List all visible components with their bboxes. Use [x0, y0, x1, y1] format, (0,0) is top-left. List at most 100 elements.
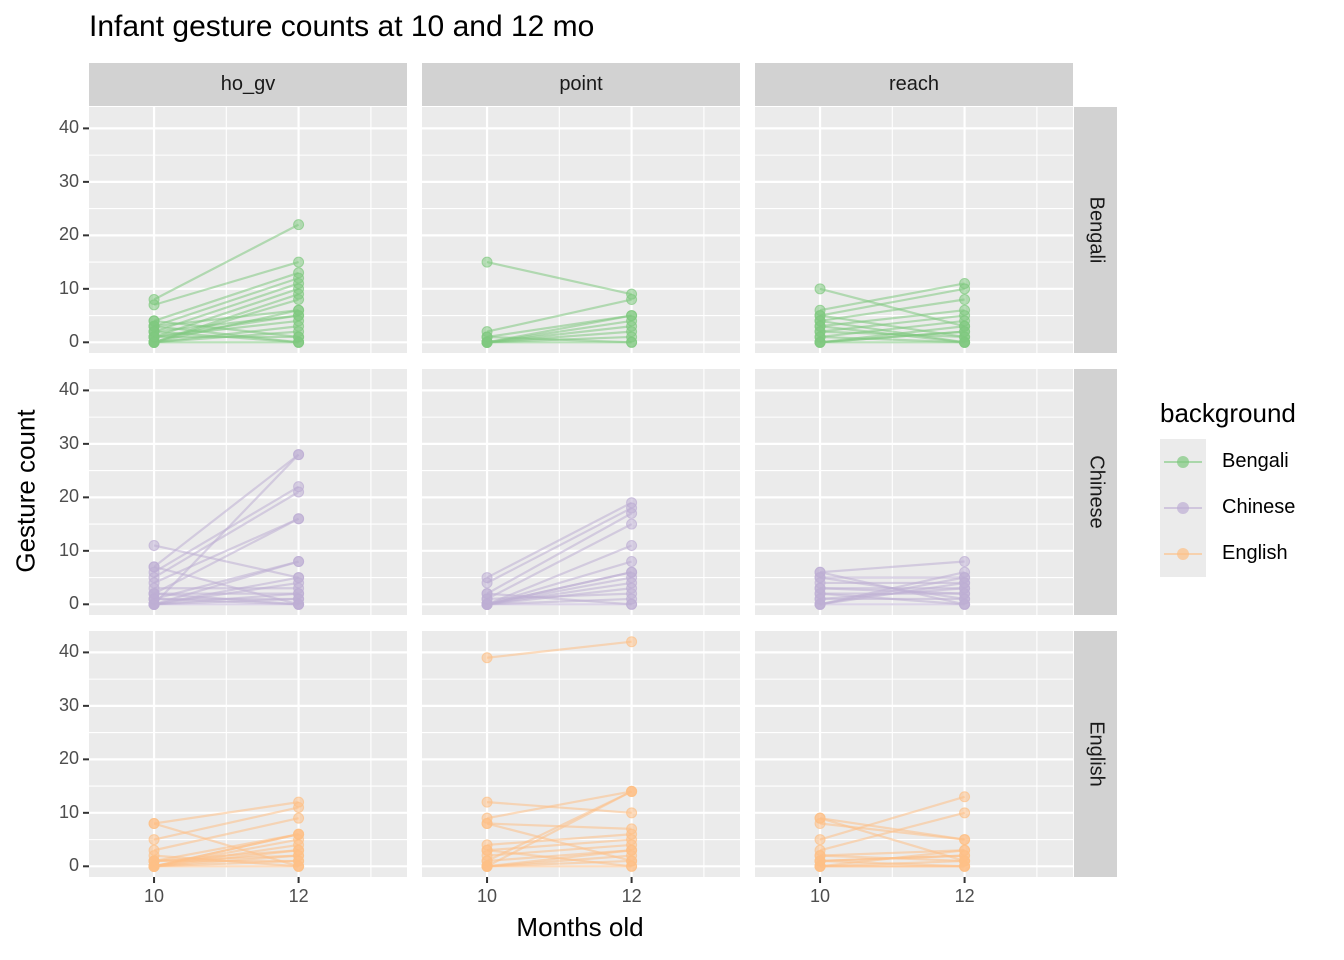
- data-point: [148, 561, 160, 573]
- data-point: [626, 844, 638, 856]
- series-line: [486, 298, 632, 333]
- y-tick-label: 40: [58, 117, 79, 138]
- series-line: [153, 565, 299, 606]
- data-point: [148, 818, 160, 830]
- series-line: [819, 319, 965, 339]
- y-axis-title: Gesture count: [10, 409, 41, 573]
- y-tick-label: 0: [68, 331, 79, 352]
- data-point: [293, 336, 305, 348]
- x-tick-label: 10: [477, 886, 498, 906]
- series-line: [153, 544, 299, 579]
- data-point: [959, 294, 971, 306]
- y-tick-label: 20: [58, 486, 79, 507]
- data-point: [293, 828, 305, 840]
- data-point: [293, 256, 305, 268]
- series-line: [153, 314, 299, 339]
- series-line: [153, 453, 300, 606]
- x-axis-title: Months old: [516, 912, 644, 942]
- panel-background: [755, 631, 1073, 877]
- facet-strip-label: English: [1085, 721, 1107, 787]
- y-tick-label: 30: [58, 170, 79, 191]
- panel-background: [422, 369, 740, 615]
- y-tick-label: 40: [58, 379, 79, 400]
- data-point: [959, 834, 971, 846]
- series-line: [820, 854, 965, 863]
- data-point: [814, 598, 826, 610]
- legend-items: Bengali Chinese English: [1160, 439, 1296, 577]
- data-point: [293, 556, 305, 568]
- data-point: [293, 860, 305, 872]
- data-point: [814, 572, 826, 584]
- facet-strip-reach: reach: [755, 63, 1073, 106]
- series-line: [486, 261, 632, 296]
- data-point: [959, 807, 971, 819]
- x-tick-label: 12: [954, 886, 975, 906]
- data-point: [148, 539, 160, 551]
- series-line: [153, 271, 299, 322]
- legend-point: [1177, 548, 1189, 560]
- data-point: [814, 812, 826, 824]
- series-line: [819, 330, 965, 344]
- data-point: [481, 598, 493, 610]
- series-line: [486, 507, 633, 584]
- data-point: [959, 556, 971, 568]
- data-point: [626, 518, 638, 530]
- panel-background: [755, 369, 1073, 615]
- data-point: [626, 294, 638, 306]
- data-point: [626, 860, 638, 872]
- data-point: [293, 294, 305, 306]
- series-line: [819, 282, 965, 312]
- facet-strip-ho_gv: ho_gv: [89, 63, 407, 106]
- y-tick-label: 0: [68, 593, 79, 614]
- series-line: [153, 560, 299, 606]
- y-tick-label: 10: [58, 801, 79, 822]
- series-line: [819, 287, 965, 317]
- series-line: [153, 453, 300, 568]
- data-point: [626, 539, 638, 551]
- data-point: [293, 449, 305, 461]
- data-point: [959, 577, 971, 589]
- x-tick-label: 10: [810, 886, 831, 906]
- chart-title: Infant gesture counts at 10 and 12 mo: [89, 10, 595, 43]
- facet-strip-Bengali: Bengali: [1074, 107, 1117, 353]
- data-point: [481, 577, 493, 589]
- facet-strip-Chinese: Chinese: [1074, 369, 1117, 615]
- data-point: [293, 593, 305, 605]
- legend-title: background: [1160, 398, 1296, 428]
- x-tick-label: 12: [288, 886, 309, 906]
- data-point: [626, 636, 638, 648]
- x-tick-label: 10: [144, 886, 165, 906]
- data-point: [148, 834, 160, 846]
- data-point: [481, 796, 493, 808]
- facet-strip-English: English: [1074, 631, 1117, 877]
- series-line: [153, 277, 299, 328]
- data-point: [959, 588, 971, 600]
- panel-background: [422, 107, 740, 353]
- y-tick-label: 0: [68, 855, 79, 876]
- panel-background: [422, 631, 740, 877]
- data-point: [293, 486, 305, 498]
- data-point: [481, 844, 493, 856]
- data-point: [959, 598, 971, 610]
- facet-strip-point: point: [422, 63, 740, 106]
- data-point: [959, 860, 971, 872]
- y-tick-label: 10: [58, 277, 79, 298]
- series-line: [153, 223, 300, 301]
- data-point: [148, 860, 160, 872]
- data-point: [626, 807, 638, 819]
- data-point: [293, 310, 305, 322]
- series-line: [486, 314, 632, 344]
- data-point: [626, 556, 638, 568]
- data-point: [148, 331, 160, 343]
- series-line: [153, 817, 299, 852]
- data-point: [814, 582, 826, 594]
- series-line: [820, 849, 965, 857]
- x-tick-label: 12: [621, 886, 642, 906]
- series-line: [153, 849, 299, 868]
- y-tick-label: 40: [58, 641, 79, 662]
- series-line: [819, 287, 965, 328]
- legend-item-bengali: Bengali: [1160, 439, 1296, 485]
- facet-strip-label: Chinese: [1085, 455, 1107, 529]
- data-point: [293, 844, 305, 856]
